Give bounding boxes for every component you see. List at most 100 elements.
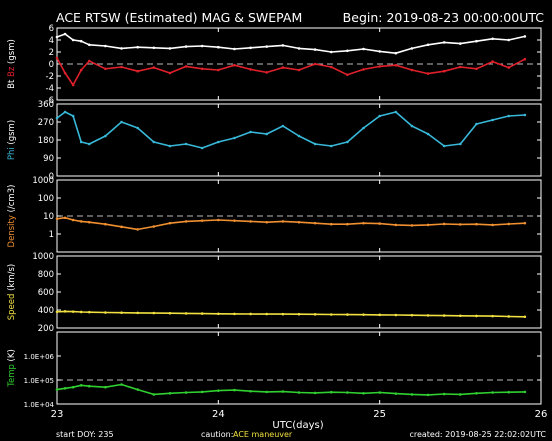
y-tick-label-speed: 200 [38,324,54,334]
y-axis-label-part: Speed [7,294,17,321]
data-point-temp [378,391,381,394]
data-point-phi [378,114,381,118]
begin-time: Begin: 2019-08-23 00:00:00UTC [343,10,545,25]
data-point-bz [265,71,269,74]
data-point-phi [217,140,220,144]
panel-temp: 1.0E+06 1.0E+05 1.0E+04 Temp (K) [7,331,542,409]
data-point-temp [281,390,285,393]
data-point-phi [410,124,414,128]
series-line-bz [56,57,526,86]
data-point-phi [249,130,252,134]
data-point-bz [378,65,381,68]
data-point-bz [346,73,349,77]
data-point-temp [104,385,107,389]
data-point-phi [442,144,446,148]
data-point-bt [378,50,381,53]
data-point-density [249,220,252,223]
data-point-speed [265,312,269,316]
data-point-bz [281,66,285,69]
data-point-speed [491,314,494,318]
data-point-speed [63,310,67,313]
data-point-bt [459,42,462,45]
data-point-speed [459,314,462,318]
data-point-bt [79,39,83,43]
data-point-temp [346,391,349,394]
data-point-temp [249,389,252,393]
data-point-bz [200,67,204,71]
data-point-phi [329,144,333,148]
y-tick-label-speed: 400 [38,306,54,316]
data-point-density [378,222,381,225]
y-tick-label-density: 1 [49,230,54,240]
x-tick-label: 24 [212,409,225,420]
data-point-speed [168,311,172,315]
data-point-density [104,222,107,226]
data-point-bt [442,41,446,44]
y-tick-label-mag: -6 [46,96,54,106]
data-point-temp [55,388,59,391]
data-point-speed [200,312,204,315]
data-point-bz [55,56,59,60]
series-line-bt [56,33,526,55]
data-point-bt [394,51,398,55]
panel-phi: 360 270 180 90 0 Phi (gsm) [7,100,542,182]
caution-value: ACE maneuver [233,430,293,439]
data-point-bz [297,68,301,72]
data-point-phi [475,122,478,126]
data-point-phi [281,124,285,128]
data-point-density [87,220,91,224]
panel-mag: 6 4 2 0 -2 -4 -6 Bt Bz (gsm) [7,24,542,106]
y-axis-label-part: Density [7,215,17,247]
data-point-bt [410,47,414,50]
y-tick-label-mag: 6 [49,24,54,34]
y-tick-label-temp: 1.0E+06 [24,353,55,361]
data-point-bt [71,38,75,42]
data-point-speed [136,311,139,315]
data-point-phi [346,140,349,144]
data-point-speed [475,314,478,318]
data-point-bt [313,48,317,51]
data-point-speed [523,315,527,319]
data-point-density [184,220,188,223]
y-axis-label-temp: Temp (K) [7,349,17,388]
data-point-temp [507,390,511,394]
data-point-speed [71,310,75,313]
data-point-speed [313,313,317,316]
data-point-density [71,218,75,222]
data-point-density [200,219,204,222]
y-tick-label-mag: 4 [49,36,54,46]
data-point-density [120,225,123,229]
y-tick-label-phi: 270 [38,118,54,128]
data-point-bt [55,35,59,39]
data-point-density [136,228,139,231]
data-point-speed [507,315,511,318]
data-point-temp [265,390,269,394]
series-line-density [56,216,525,231]
data-point-bt [217,45,220,49]
data-point-density [475,222,478,226]
data-point-bz [233,63,236,67]
x-tick-label: 25 [373,409,386,420]
data-point-temp [394,392,398,395]
y-tick-label-speed: 800 [38,270,54,280]
data-point-bz [136,69,139,73]
y-axis-label-part: (km/s) [7,264,17,294]
y-tick-label-temp: 1.0E+05 [24,377,54,385]
data-point-bt [507,38,511,42]
y-tick-label-mag: 0 [49,60,54,70]
data-point-bz [491,60,494,63]
data-point-density [523,221,527,225]
data-point-temp [362,391,365,395]
y-tick-label-mag: -2 [46,72,54,82]
data-point-bt [523,35,527,38]
data-point-temp [120,383,123,386]
data-point-bz [329,65,333,69]
data-point-bz [313,62,317,66]
data-point-temp [491,391,494,394]
data-point-phi [152,140,156,144]
data-point-bt [426,43,430,47]
y-axis-label-part: (gsm) [7,39,17,66]
data-point-phi [136,126,139,130]
